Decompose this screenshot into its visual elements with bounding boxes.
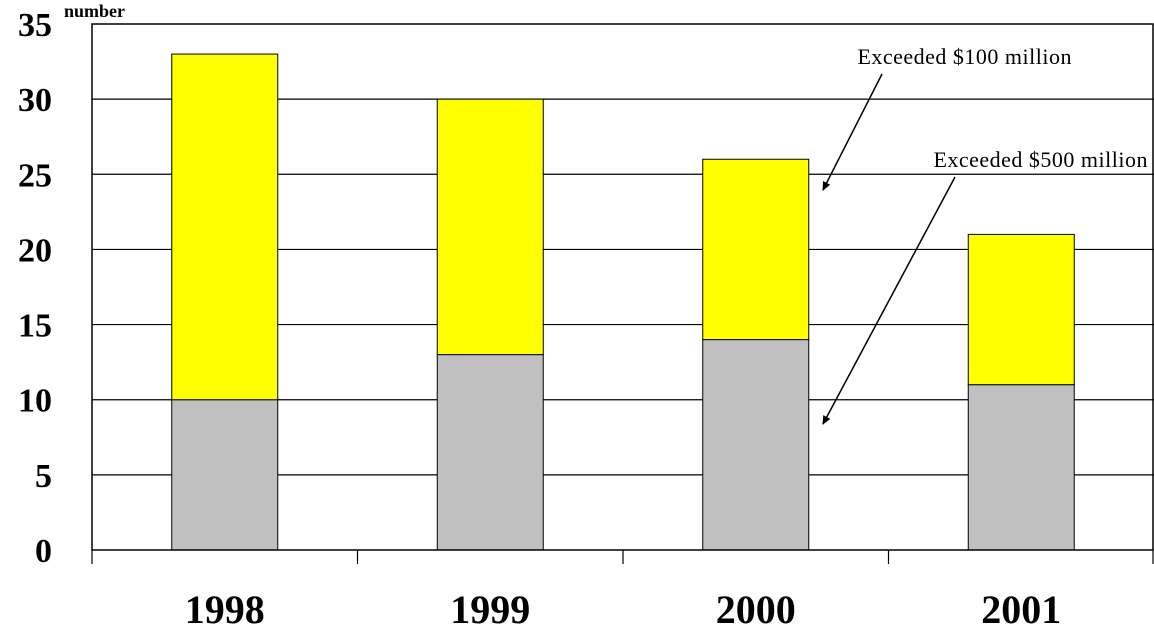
y-tick-label: 35 [18, 7, 52, 44]
annotation-100m-label: Exceeded $100 million [857, 44, 1072, 69]
x-tick-label: 2001 [981, 587, 1061, 630]
y-axis-label: number [64, 1, 125, 21]
annotation-100m-arrow [822, 73, 883, 191]
bar-2001-series-1 [967, 233, 1075, 386]
y-tick-label: 30 [18, 82, 52, 119]
y-tick-label: 5 [35, 458, 52, 495]
bar-1998-series-1 [171, 53, 279, 401]
bar-2000-series-0 [702, 339, 810, 551]
annotation-500m-arrow [822, 176, 956, 425]
annotation-500m-background [858, 145, 1152, 173]
y-tick-label: 25 [18, 157, 52, 194]
y-tick-label: 10 [18, 383, 52, 420]
annotation-500m: Exceeded $500 million [822, 145, 1152, 425]
x-tick-label: 1999 [450, 587, 530, 630]
y-tick-label: 15 [18, 308, 52, 345]
bar-1999-series-1 [436, 98, 544, 356]
y-tick-label: 20 [18, 232, 52, 269]
x-tick-label: 2000 [716, 587, 796, 630]
bar-2001-series-0 [967, 384, 1075, 551]
bars [171, 53, 1075, 551]
x-tick-label: 1998 [185, 587, 265, 630]
bar-1999-series-0 [436, 354, 544, 551]
y-tick-label: 0 [35, 533, 52, 570]
bar-1998-series-0 [171, 399, 279, 551]
axes: 0 5 10 15 20 25 30 35 1998 1999 2000 2001 [18, 7, 1154, 630]
annotation-100m: Exceeded $100 million [822, 44, 1072, 191]
annotation-500m-label: Exceeded $500 million [933, 147, 1148, 172]
bar-2000-series-1 [702, 158, 810, 341]
